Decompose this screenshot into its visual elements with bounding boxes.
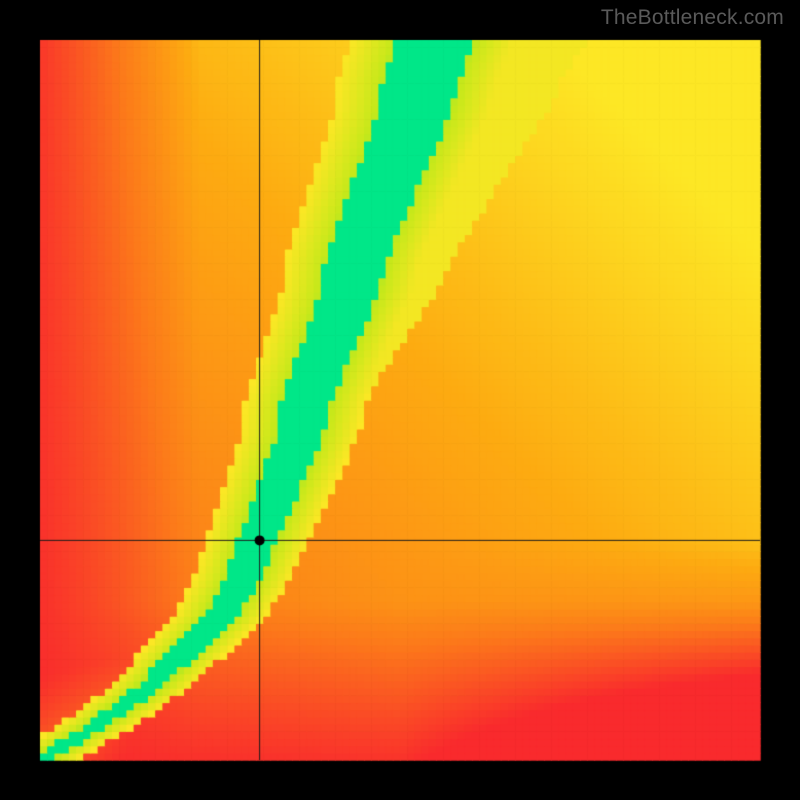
- watermark-label: TheBottleneck.com: [601, 6, 784, 30]
- bottleneck-heatmap: [0, 0, 800, 800]
- chart-container: TheBottleneck.com: [0, 0, 800, 800]
